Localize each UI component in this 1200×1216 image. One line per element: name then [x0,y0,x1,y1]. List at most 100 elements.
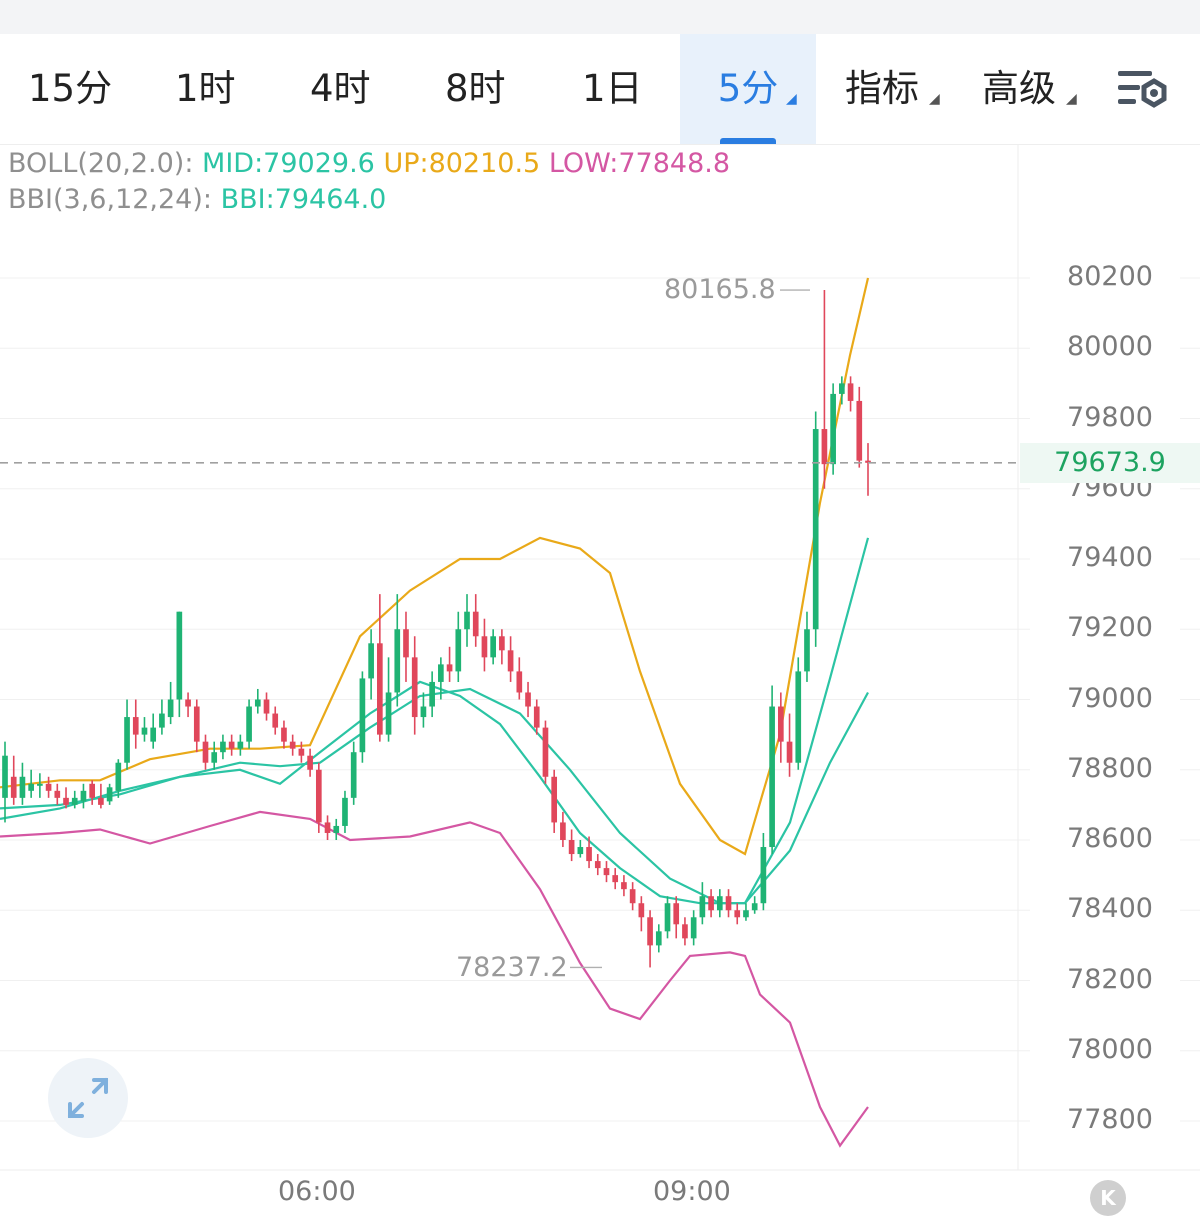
candle-body [167,699,174,718]
candle-body [856,400,863,461]
y-tick-label: 78200 [1067,963,1153,995]
candle-body [150,727,157,742]
candle-body [847,383,854,401]
y-tick-label: 78000 [1067,1033,1153,1065]
y-tick-label: 78400 [1067,893,1153,925]
candle-body [682,924,688,939]
candle-body [777,706,784,742]
candle-body [594,861,601,869]
tab-1hour[interactable]: 1时 [175,67,236,110]
candle-body [438,664,444,682]
candle-body [10,776,17,798]
candle-body [385,692,392,735]
candle-body [324,822,331,833]
tab-15min[interactable]: 15分 [28,67,113,110]
candle-body [542,727,549,777]
candle-body [577,847,584,855]
expand-chart-button[interactable] [48,1058,128,1138]
candle-body [350,752,357,798]
tab-advanced[interactable]: 高级 ◢ [982,34,1077,144]
candle-body [159,713,165,728]
candle-body [71,797,78,805]
candle-body [708,896,714,911]
candle-body [141,727,148,735]
candle-body [725,896,732,911]
candle-body [246,706,252,742]
tab-5min[interactable]: 5分 ◢ [680,34,816,144]
candle-body [865,460,871,463]
kline-toggle-button[interactable]: K [1090,1180,1126,1216]
chart-settings-icon[interactable] [1114,67,1174,113]
interval-tab-bar: 15分 1时 4时 8时 1日 5分 ◢ 指标 ◢ 高级 ◢ [0,34,1200,145]
candle-body [499,636,505,651]
candle-body [124,717,130,763]
y-tick-label: 78800 [1067,752,1153,784]
candle-body [211,752,218,763]
candle-body [193,706,200,742]
candle-body [272,713,279,728]
candle-body [63,797,69,805]
candle-body [98,797,104,805]
dropdown-triangle-icon: ◢ [929,91,940,107]
candle-body [525,692,531,707]
candle-body [263,699,270,714]
candle-body [586,847,592,862]
candle-body [690,917,697,939]
candle-body [516,671,523,693]
candle-body [560,822,566,840]
candle-body [769,706,775,848]
candle-body [411,657,418,718]
candle-body [464,611,470,630]
candle-body [289,741,296,749]
candle-body [28,783,34,791]
candle-body [377,643,383,735]
current-price-label: 79673.9 [1020,443,1200,483]
y-tick-label: 80000 [1067,331,1153,363]
candle-body [281,727,287,742]
high-price-marker: 80165.8 [664,274,776,305]
y-tick-label: 79200 [1067,612,1153,644]
candle-body [19,776,26,798]
tab-1day[interactable]: 1日 [582,67,643,110]
candle-body [629,889,636,904]
candle-body [106,787,113,802]
x-tick-label: 06:00 [278,1176,356,1207]
boll-low-value: LOW:77848.8 [548,148,731,179]
candle-body [254,699,261,707]
y-tick-label: 79000 [1067,682,1153,714]
candle-body [812,429,819,630]
candle-body [612,875,619,883]
y-tick-label: 78600 [1067,823,1153,854]
candle-body [804,629,810,672]
tab-4hour[interactable]: 4时 [310,67,371,110]
y-tick-label: 79400 [1067,542,1153,573]
candle-body [45,783,52,791]
boll-mid-value: MID:79029.6 [202,148,375,179]
candle-body [638,903,645,918]
candle-body [472,611,479,637]
candle-body [647,917,653,946]
candle-body [237,741,244,749]
x-tick-label: 09:00 [653,1176,731,1207]
tab-8hour[interactable]: 8时 [445,67,506,110]
candle-body [228,741,235,749]
low-price-marker: 78237.2 [456,952,568,983]
tab-advanced-label: 高级 [982,67,1056,110]
candle-body [664,903,671,932]
candle-body [37,783,43,786]
candle-body [821,429,828,465]
candle-body [481,636,488,658]
candle-body [760,847,767,904]
candle-body [315,769,322,823]
candle-body [298,748,305,756]
status-strip [0,0,1200,34]
boll-mid-line [0,687,869,905]
candle-body [655,931,662,946]
dropdown-triangle-icon: ◢ [1066,91,1077,107]
candle-body [202,741,209,763]
candle-body [699,896,706,918]
candle-body [429,681,435,707]
tab-indicators[interactable]: 指标 ◢ [845,34,940,144]
candle-body [342,797,348,826]
